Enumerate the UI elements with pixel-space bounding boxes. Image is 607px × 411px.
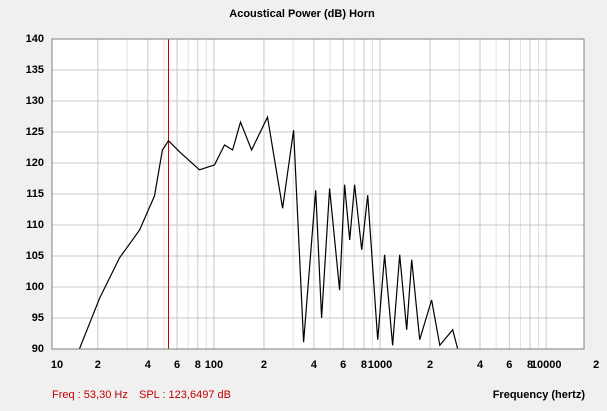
x-tick-label: 8 xyxy=(527,359,533,371)
x-tick-label: 100 xyxy=(205,359,223,371)
x-tick-label: 2 xyxy=(95,359,101,371)
y-tick-label: 135 xyxy=(26,64,44,76)
plot-border xyxy=(51,38,585,350)
cursor-freq: Freq : 53,30 Hz xyxy=(52,389,128,401)
x-tick-label: 6 xyxy=(340,359,346,371)
y-tick-label: 100 xyxy=(26,281,44,293)
x-tick-label: 8 xyxy=(361,359,367,371)
x-tick-label: 6 xyxy=(506,359,512,371)
cursor-spl: SPL : 123,6497 dB xyxy=(139,389,231,401)
x-tick-label: 6 xyxy=(174,359,180,371)
y-tick-label: 140 xyxy=(26,33,44,45)
x-tick-label: 1000 xyxy=(368,359,392,371)
y-tick-label: 115 xyxy=(26,188,44,200)
x-tick-label: 8 xyxy=(195,359,201,371)
x-axis-label: Frequency (hertz) xyxy=(493,389,586,401)
x-tick-label: 2 xyxy=(261,359,267,371)
x-tick-label: 2 xyxy=(593,359,599,371)
y-tick-label: 125 xyxy=(26,126,44,138)
y-tick-label: 95 xyxy=(32,312,44,324)
y-tick-label: 90 xyxy=(32,343,44,355)
x-tick-label: 10 xyxy=(51,359,63,371)
x-tick-label: 4 xyxy=(477,359,484,371)
y-tick-label: 130 xyxy=(26,95,44,107)
chart-title: Acoustical Power (dB) Horn xyxy=(229,8,375,20)
y-tick-label: 110 xyxy=(26,219,44,231)
y-tick-label: 105 xyxy=(26,250,44,262)
y-tick-label: 120 xyxy=(26,157,44,169)
x-tick-label: 4 xyxy=(145,359,152,371)
x-tick-label: 4 xyxy=(311,359,318,371)
x-tick-label: 10000 xyxy=(531,359,562,371)
x-tick-label: 2 xyxy=(427,359,433,371)
data-line xyxy=(78,115,459,349)
